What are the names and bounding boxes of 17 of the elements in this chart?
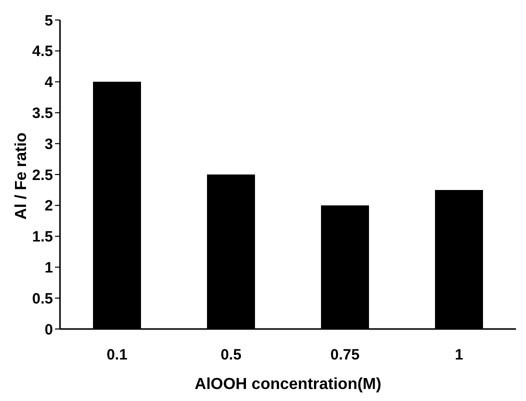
x-axis-title: AlOOH concentration(M) bbox=[194, 376, 382, 393]
y-tick-label: 1 bbox=[44, 260, 53, 277]
y-tick-label: 1.5 bbox=[32, 228, 53, 246]
y-axis-title: Al / Fe ratio bbox=[13, 132, 30, 220]
y-tick-label: 0 bbox=[44, 321, 53, 338]
y-tick-label: 5 bbox=[44, 12, 53, 30]
y-tick-label: 2 bbox=[44, 198, 53, 215]
y-tick-label: 3.5 bbox=[32, 105, 53, 122]
y-tick-label: 4.5 bbox=[32, 43, 53, 60]
y-tick-label: 3 bbox=[44, 136, 53, 153]
y-tick-label: 2.5 bbox=[32, 166, 53, 184]
x-tick-label: 0.75 bbox=[330, 346, 360, 364]
y-tick-label: 4 bbox=[44, 74, 54, 92]
x-tick-label: 0.5 bbox=[220, 346, 242, 364]
x-tick-label: 1 bbox=[454, 346, 464, 364]
y-tick-label: 0.5 bbox=[32, 290, 53, 308]
x-tick-label: 0.1 bbox=[106, 346, 128, 364]
